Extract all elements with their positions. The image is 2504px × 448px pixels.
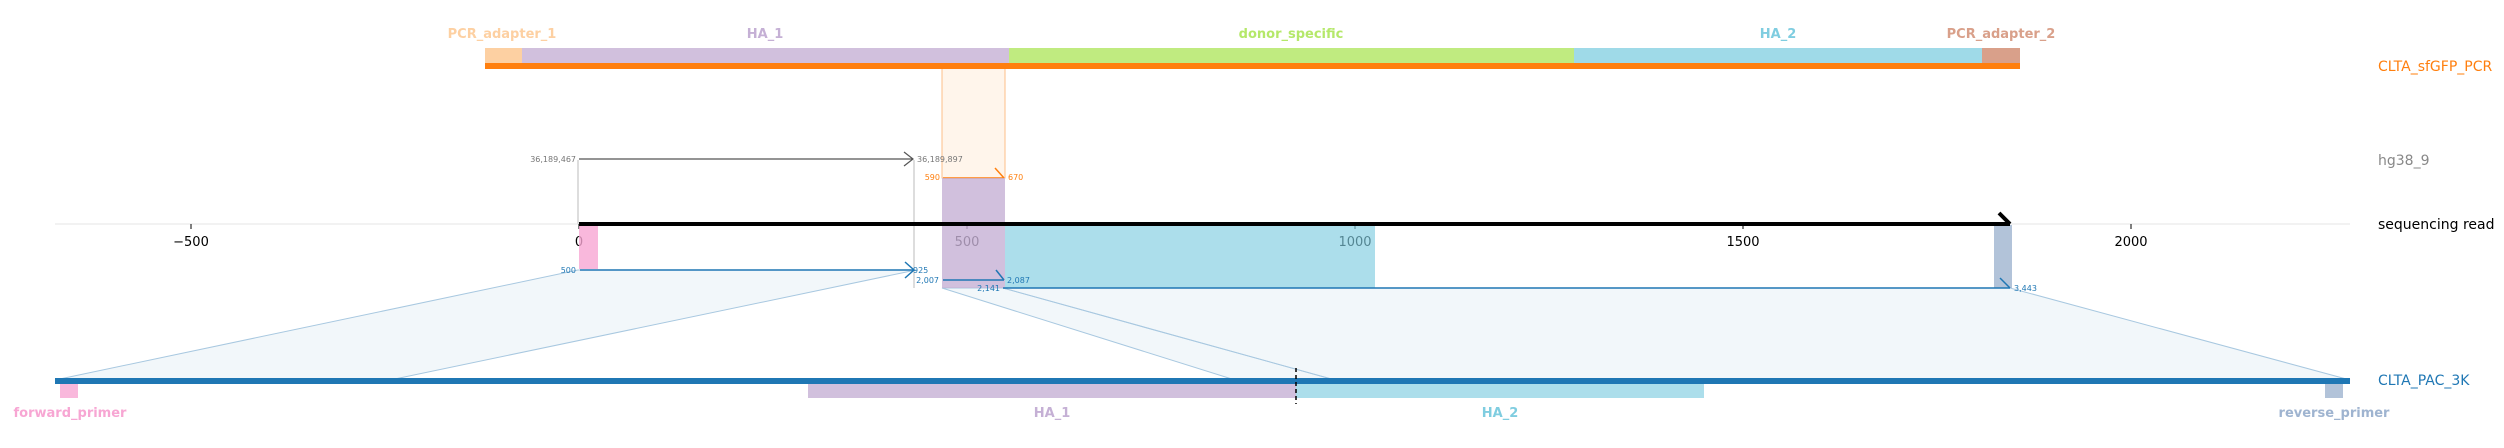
pac-connector-1 <box>54 269 917 381</box>
pcr-label-ha2: HA_2 <box>1760 27 1797 42</box>
pcr-feature-adapter2 <box>1982 48 2020 66</box>
pcr-coord-start: 590 <box>925 173 940 182</box>
track-label-pcr: CLTA_sfGFP_PCR <box>2378 59 2492 75</box>
pcr-feature-adapter1 <box>485 48 522 66</box>
pac-feature-ha1 <box>808 380 1296 398</box>
read-feature-ha1-lower <box>942 225 1005 288</box>
pac-label-forward-primer: forward_primer <box>14 406 128 421</box>
pcr-feature-ha2 <box>1574 48 1982 66</box>
read-feature-forward-primer <box>579 225 598 269</box>
axis-tick-label: 1500 <box>1726 235 1759 250</box>
pac-alignment-2-hook <box>995 269 1005 281</box>
pcr-connector <box>941 67 1006 179</box>
pcr-backbone <box>485 63 2020 69</box>
pcr-label-adapter2: PCR_adapter_2 <box>1947 27 2056 42</box>
pcr-feature-donor <box>1009 48 1574 66</box>
hg-coord-start: 36,189,467 <box>530 155 576 164</box>
pcr-track <box>485 48 2020 69</box>
track-label-read: sequencing read <box>2378 217 2494 233</box>
read-arrow-head <box>1997 211 2012 226</box>
pcr-label-ha1: HA_1 <box>747 27 784 42</box>
track-label-pac: CLTA_PAC_3K <box>2378 373 2470 389</box>
track-label-hg: hg38_9 <box>2378 153 2429 169</box>
read-feature-ha2 <box>1005 225 1375 288</box>
pcr-label-adapter1: PCR_adapter_1 <box>448 27 557 42</box>
pcr-label-donor: donor_specific <box>1239 27 1344 42</box>
pac-coord-2-b: 2,087 <box>1007 276 1030 285</box>
pac-label-reverse-primer: reverse_primer <box>2279 406 2391 421</box>
pac-label-ha1: HA_1 <box>1034 406 1071 421</box>
pac-coord-3-start: 2,141 <box>977 284 1000 293</box>
hg-coord-end: 36,189,897 <box>917 155 963 164</box>
pac-coord-1-end: 925 <box>913 266 928 275</box>
pac-feature-ha2 <box>1296 380 1704 398</box>
pac-backbone <box>55 378 2350 384</box>
pac-alignment-3-hook <box>1999 277 2011 289</box>
pcr-alignment-hook <box>994 167 1005 179</box>
pac-coord-3-end: 3,443 <box>2014 284 2037 293</box>
pac-coord-1-start: 500 <box>561 266 576 275</box>
pac-track <box>55 368 2350 404</box>
pac-alignment-1-hook <box>904 261 916 279</box>
axis-tick-label: 2000 <box>2114 235 2147 250</box>
hg-arrow-head <box>903 151 914 167</box>
pcr-coord-end: 670 <box>1008 173 1023 182</box>
pac-feature-forward-primer <box>60 380 78 398</box>
pac-feature-reverse-primer <box>2325 380 2343 398</box>
read-feature-reverse-primer <box>1994 225 2012 288</box>
pcr-feature-ha1 <box>522 48 1009 66</box>
axis-tick-label: −500 <box>173 235 209 250</box>
pac-coord-2-a: 2,007 <box>916 276 939 285</box>
read-feature-ha1 <box>942 178 1005 226</box>
pac-label-ha2: HA_2 <box>1482 406 1519 421</box>
